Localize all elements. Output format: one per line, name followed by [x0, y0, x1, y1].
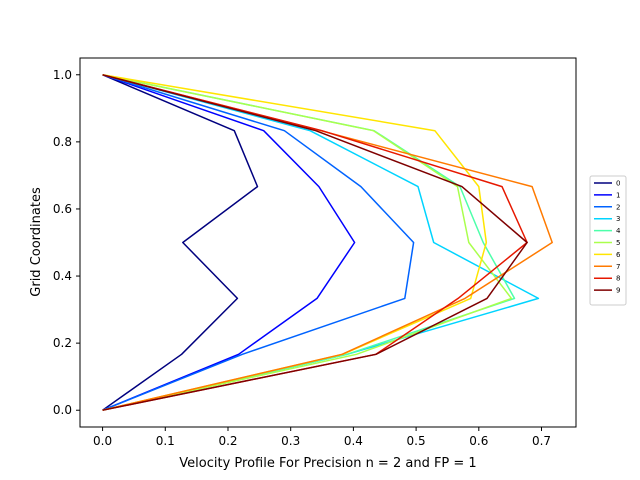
legend-label-8: 8 [616, 275, 620, 283]
legend-box [589, 175, 627, 306]
legend-label-4: 4 [616, 227, 621, 235]
y-tick-label: 0.2 [53, 336, 72, 350]
legend-label-9: 9 [616, 287, 620, 295]
x-axis-ticks: 0.0 0.1 0.2 0.3 0.4 0.5 0.6 0.7 [93, 427, 551, 448]
plot-area-frame [79, 57, 577, 428]
legend-label-2: 2 [616, 203, 620, 211]
y-tick-label: 0.6 [53, 202, 72, 216]
series-line-0 [102, 74, 259, 411]
x-axis-label: Velocity Profile For Precision n = 2 and… [179, 456, 476, 471]
legend-label-0: 0 [616, 180, 620, 188]
legend-label-7: 7 [616, 263, 620, 271]
x-tick-label: 0.3 [281, 434, 300, 448]
x-tick-label: 0.1 [156, 434, 175, 448]
x-tick-label: 0.5 [407, 434, 426, 448]
series-line-2 [102, 74, 415, 411]
x-tick-label: 0.7 [532, 434, 551, 448]
y-axis-ticks: 0.0 0.2 0.4 0.6 0.8 1.0 [53, 68, 80, 417]
legend-label-3: 3 [616, 215, 620, 223]
y-tick-label: 0.0 [53, 403, 72, 417]
y-tick-label: 1.0 [53, 68, 72, 82]
y-tick-label: 0.4 [53, 269, 72, 283]
y-tick-label: 0.8 [53, 135, 72, 149]
legend-label-5: 5 [616, 239, 620, 247]
legend: 0 1 2 3 4 5 6 7 8 9 [589, 175, 627, 306]
x-tick-label: 0.6 [469, 434, 488, 448]
series-line-1 [102, 74, 356, 411]
legend-label-1: 1 [616, 191, 620, 199]
y-axis-label: Grid Coordinates [29, 187, 44, 297]
x-tick-label: 0.0 [93, 434, 112, 448]
series-lines [102, 74, 553, 411]
x-tick-label: 0.2 [218, 434, 237, 448]
legend-label-6: 6 [616, 251, 621, 259]
series-line-9 [102, 74, 528, 411]
x-tick-label: 0.4 [344, 434, 363, 448]
series-line-5 [102, 74, 513, 411]
